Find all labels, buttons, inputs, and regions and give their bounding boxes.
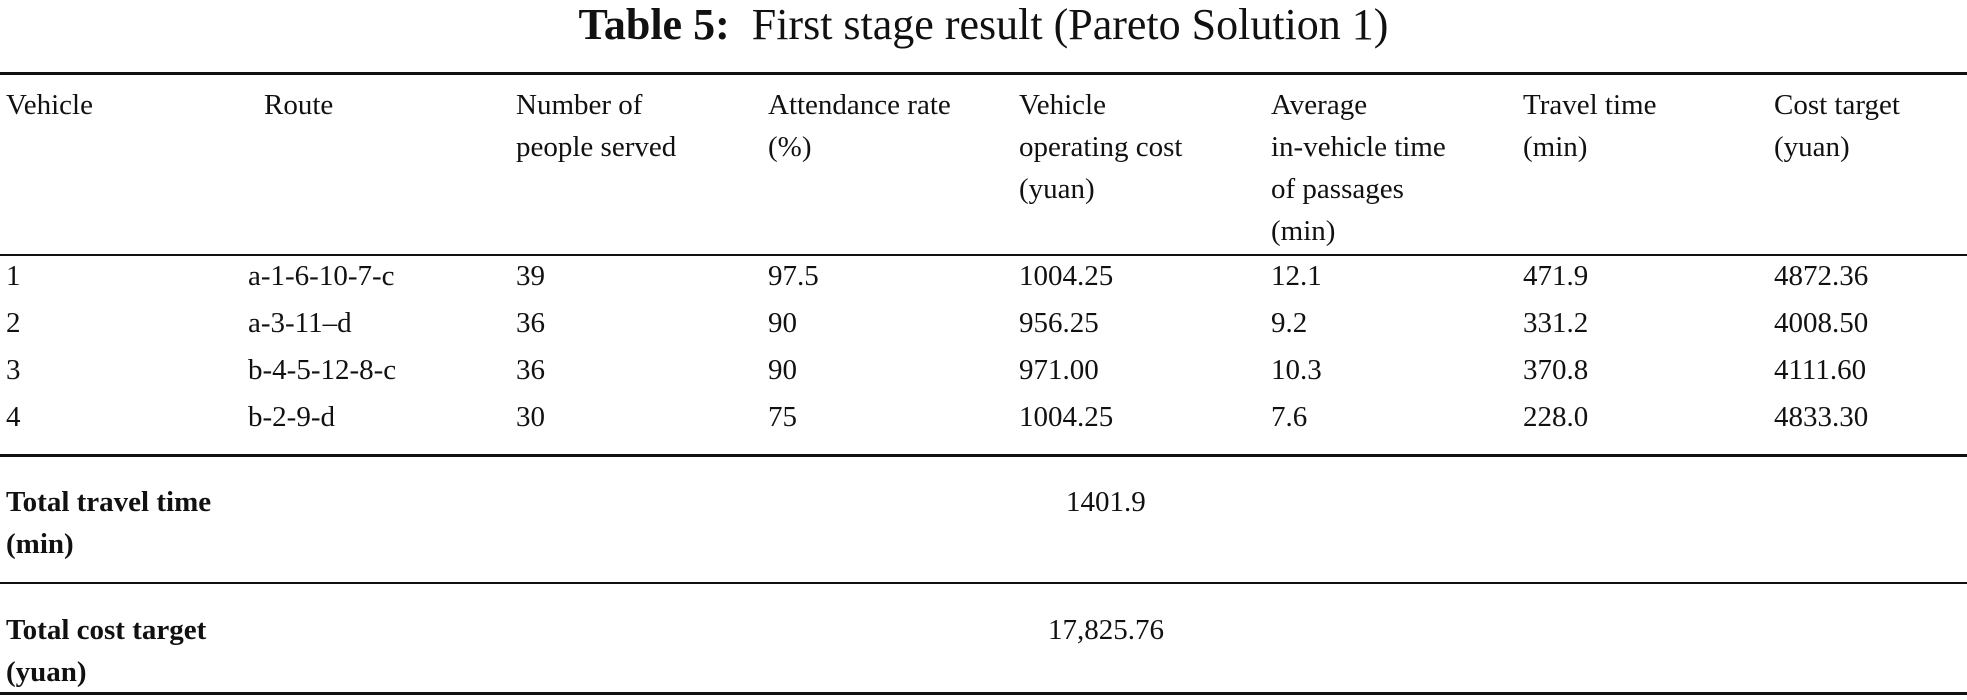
- table-caption: Table 5: First stage result (Pareto Solu…: [0, 0, 1967, 58]
- cell-operating-cost: 971.00: [1019, 354, 1099, 386]
- total-travel-time-label: Total travel time (min): [6, 486, 212, 560]
- cell-route: a-3-11–d: [248, 307, 352, 339]
- header-operating-cost: Vehicle operating cost (yuan): [1019, 89, 1183, 205]
- cell-people-served: 36: [516, 354, 545, 386]
- header-in-vehicle-time: Average in-vehicle time of passages (min…: [1271, 89, 1446, 247]
- total-travel-rule: [0, 582, 1967, 584]
- body-bottom-rule: [0, 454, 1967, 457]
- total-cost-target-value: 17,825.76: [1048, 614, 1164, 646]
- header-route: Route: [264, 89, 334, 121]
- caption-label: Table 5:: [578, 0, 730, 49]
- cell-vehicle: 2: [6, 307, 21, 339]
- cell-in-vehicle-time: 9.2: [1271, 307, 1308, 339]
- cell-vehicle: 1: [6, 260, 21, 292]
- header-attendance-rate: Attendance rate (%): [768, 89, 951, 163]
- header-rule: [0, 254, 1967, 256]
- cell-travel-time: 370.8: [1523, 354, 1589, 386]
- cell-attendance-rate: 97.5: [768, 260, 819, 292]
- cell-cost-target: 4833.30: [1774, 401, 1869, 433]
- cell-in-vehicle-time: 10.3: [1271, 354, 1322, 386]
- cell-attendance-rate: 90: [768, 354, 797, 386]
- cell-operating-cost: 1004.25: [1019, 401, 1114, 433]
- total-cost-target-label: Total cost target (yuan): [6, 614, 207, 688]
- header-cost-target: Cost target (yuan): [1774, 89, 1900, 163]
- cell-people-served: 39: [516, 260, 545, 292]
- bottom-rule: [0, 692, 1967, 695]
- cell-vehicle: 3: [6, 354, 21, 386]
- cell-route: b-2-9-d: [248, 401, 335, 433]
- cell-people-served: 30: [516, 401, 545, 433]
- cell-in-vehicle-time: 7.6: [1271, 401, 1308, 433]
- header-travel-time: Travel time (min): [1523, 89, 1657, 163]
- cell-people-served: 36: [516, 307, 545, 339]
- cell-travel-time: 228.0: [1523, 401, 1589, 433]
- cell-operating-cost: 1004.25: [1019, 260, 1114, 292]
- cell-travel-time: 471.9: [1523, 260, 1589, 292]
- cell-vehicle: 4: [6, 401, 21, 433]
- top-rule: [0, 72, 1967, 75]
- total-travel-time-value: 1401.9: [1066, 486, 1146, 518]
- cell-attendance-rate: 90: [768, 307, 797, 339]
- cell-in-vehicle-time: 12.1: [1271, 260, 1322, 292]
- cell-cost-target: 4111.60: [1774, 354, 1867, 386]
- cell-route: a-1-6-10-7-c: [248, 260, 395, 292]
- cell-route: b-4-5-12-8-c: [248, 354, 397, 386]
- header-people-served: Number of people served: [516, 89, 677, 163]
- caption-text: First stage result (Pareto Solution 1): [751, 0, 1389, 49]
- header-vehicle: Vehicle: [6, 89, 93, 121]
- cell-travel-time: 331.2: [1523, 307, 1589, 339]
- cell-cost-target: 4872.36: [1774, 260, 1869, 292]
- cell-cost-target: 4008.50: [1774, 307, 1869, 339]
- cell-attendance-rate: 75: [768, 401, 797, 433]
- cell-operating-cost: 956.25: [1019, 307, 1099, 339]
